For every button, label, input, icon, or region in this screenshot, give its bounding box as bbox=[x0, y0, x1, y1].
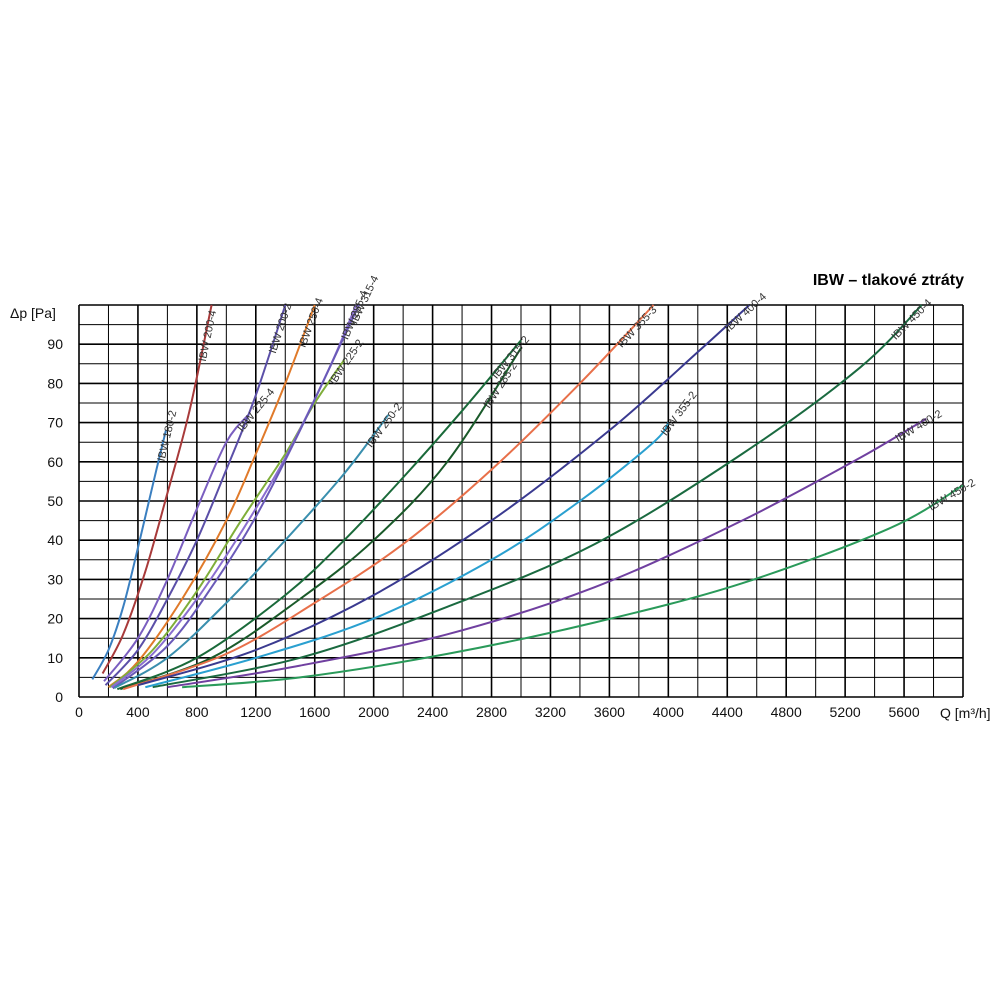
x-tick-label: 2000 bbox=[358, 704, 389, 720]
x-axis-label: Q [m³/h] bbox=[940, 705, 991, 721]
series-line bbox=[119, 347, 522, 691]
y-tick-label: 50 bbox=[47, 493, 63, 509]
y-tick-label: 70 bbox=[47, 415, 63, 431]
y-tick-label: 10 bbox=[47, 650, 63, 666]
series-line bbox=[107, 304, 316, 688]
series-line bbox=[104, 304, 287, 686]
series-line bbox=[109, 359, 346, 688]
series-line bbox=[145, 422, 670, 689]
y-tick-label: 90 bbox=[47, 336, 63, 352]
x-tick-label: 800 bbox=[185, 704, 209, 720]
x-tick-label: 2400 bbox=[417, 704, 448, 720]
x-tick-label: 4400 bbox=[712, 704, 743, 720]
series-line bbox=[137, 304, 751, 687]
x-tick-label: 400 bbox=[126, 704, 150, 720]
y-axis-label: Δp [Pa] bbox=[10, 305, 56, 321]
y-tick-label: 0 bbox=[55, 689, 63, 705]
y-tick-labels: 0 10 20 30 40 50 60 70 80 90 bbox=[47, 336, 63, 705]
x-tick-label: 2800 bbox=[476, 704, 507, 720]
series-line bbox=[122, 304, 655, 691]
x-tick-label: 3200 bbox=[535, 704, 566, 720]
x-tick-label: 1200 bbox=[240, 704, 271, 720]
series-line bbox=[101, 304, 213, 674]
series-line bbox=[103, 414, 250, 682]
series-line bbox=[152, 304, 923, 689]
series-line bbox=[182, 484, 964, 689]
y-tick-label: 40 bbox=[47, 532, 63, 548]
x-tick-label: 5600 bbox=[888, 704, 919, 720]
series-line bbox=[167, 417, 927, 689]
series-line bbox=[91, 430, 167, 680]
x-tick-label: 5200 bbox=[830, 704, 861, 720]
x-tick-label: 3600 bbox=[594, 704, 625, 720]
x-tick-label: 0 bbox=[75, 704, 83, 720]
x-tick-label: 1600 bbox=[299, 704, 330, 720]
y-tick-label: 20 bbox=[47, 611, 63, 627]
curves bbox=[91, 304, 964, 691]
x-tick-label: 4800 bbox=[771, 704, 802, 720]
series-line bbox=[113, 414, 390, 689]
series-line bbox=[112, 304, 360, 690]
y-tick-label: 30 bbox=[47, 571, 63, 587]
series-line bbox=[116, 339, 522, 691]
x-tick-labels: 0 400 800 1200 1600 2000 2400 2800 3200 3600 4000 4… bbox=[75, 704, 920, 720]
y-tick-label: 80 bbox=[47, 375, 63, 391]
chart-title: IBW – tlakové ztráty bbox=[812, 272, 964, 289]
x-tick-label: 4000 bbox=[653, 704, 684, 720]
y-tick-label: 60 bbox=[47, 454, 63, 470]
